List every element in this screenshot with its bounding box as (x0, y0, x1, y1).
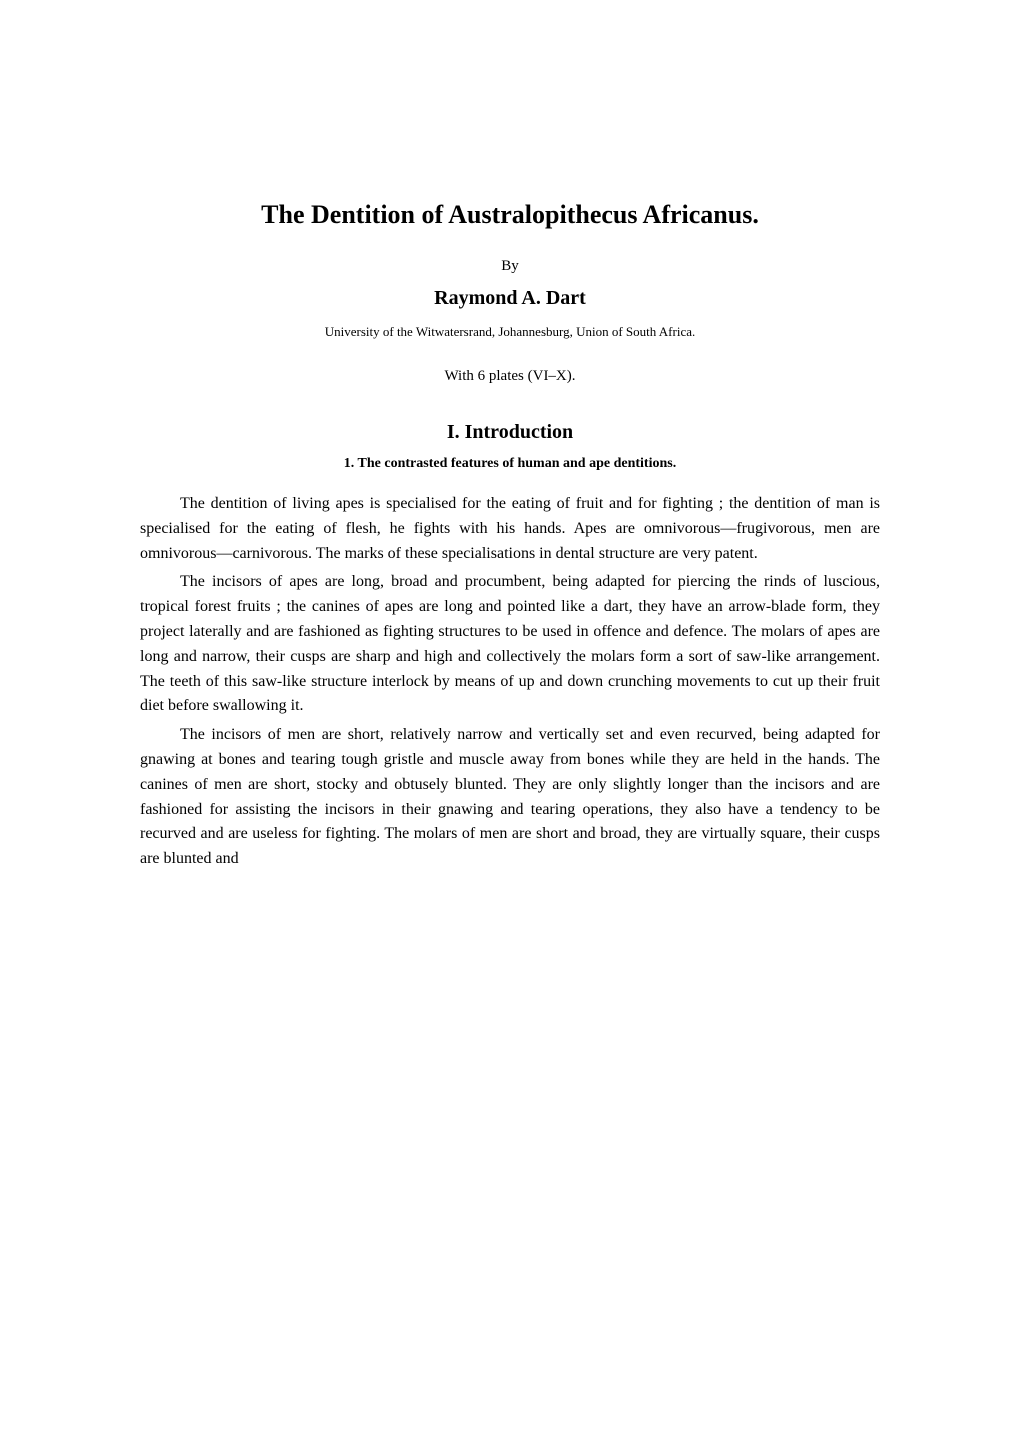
byline: By (140, 258, 880, 275)
body-paragraph: The incisors of apes are long, broad and… (140, 570, 880, 719)
section-heading: I. Introduction (140, 421, 880, 444)
subsection-heading: 1. The contrasted features of human and … (140, 456, 880, 472)
body-paragraph: The incisors of men are short, relativel… (140, 723, 880, 872)
author-affiliation: University of the Witwatersrand, Johanne… (140, 324, 880, 340)
plates-note: With 6 plates (VI–X). (140, 368, 880, 385)
author-name: Raymond A. Dart (140, 287, 880, 310)
page-title: The Dentition of Australopithecus Africa… (140, 200, 880, 230)
body-paragraph: The dentition of living apes is speciali… (140, 492, 880, 566)
